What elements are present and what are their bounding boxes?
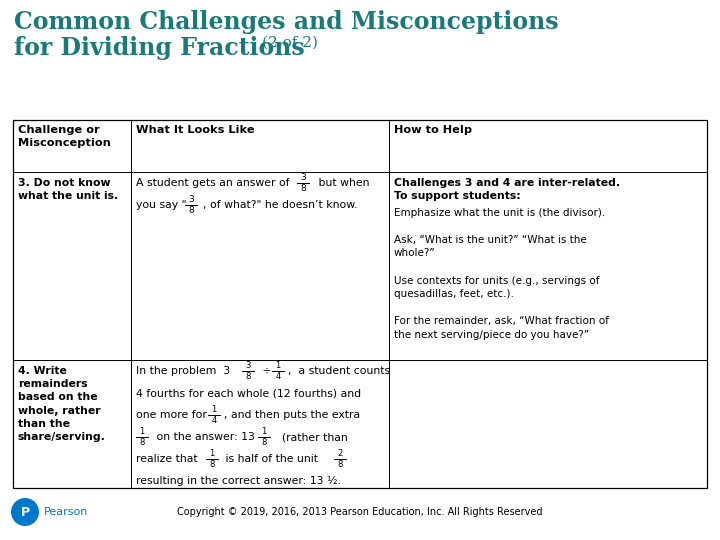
- Text: 4: 4: [275, 372, 281, 381]
- Text: ,  a student counts: , a student counts: [288, 366, 390, 376]
- Text: 8: 8: [337, 460, 343, 469]
- Text: (2 of 2): (2 of 2): [262, 36, 318, 50]
- Text: quesadillas, feet, etc.).: quesadillas, feet, etc.).: [394, 289, 514, 299]
- Text: 8: 8: [188, 206, 194, 215]
- Text: is half of the unit: is half of the unit: [222, 454, 318, 464]
- Text: What It Looks Like: What It Looks Like: [136, 125, 255, 135]
- Text: 2: 2: [338, 449, 343, 458]
- Text: resulting in the correct answer: 13 ½.: resulting in the correct answer: 13 ½.: [136, 476, 341, 486]
- Text: 3: 3: [300, 173, 306, 182]
- Text: 8: 8: [210, 460, 215, 469]
- Text: 1: 1: [275, 361, 281, 370]
- Text: ÷: ÷: [259, 366, 271, 376]
- Text: How to Help: How to Help: [394, 125, 472, 135]
- Text: one more for: one more for: [136, 410, 207, 420]
- Text: 8: 8: [300, 184, 306, 193]
- Text: 8: 8: [139, 438, 145, 447]
- Text: the next serving/piece do you have?”: the next serving/piece do you have?”: [394, 329, 589, 340]
- Text: , and then puts the extra: , and then puts the extra: [224, 410, 360, 420]
- Text: , of what?" he doesn’t know.: , of what?" he doesn’t know.: [203, 200, 358, 210]
- Text: you say ": you say ": [136, 200, 186, 210]
- Circle shape: [11, 498, 39, 526]
- Text: for Dividing Fractions: for Dividing Fractions: [14, 36, 305, 60]
- Text: In the problem  3: In the problem 3: [136, 366, 230, 376]
- Text: 1: 1: [212, 405, 217, 414]
- Text: but when: but when: [315, 178, 369, 188]
- Text: 1: 1: [140, 427, 145, 436]
- Text: 3: 3: [246, 361, 251, 370]
- Text: 1: 1: [261, 427, 266, 436]
- Text: 3: 3: [188, 195, 194, 204]
- Text: whole?”: whole?”: [394, 248, 436, 259]
- Text: Ask, “What is the unit?” “What is the: Ask, “What is the unit?” “What is the: [394, 235, 587, 245]
- Text: 1: 1: [210, 449, 215, 458]
- Text: (rather than: (rather than: [275, 432, 348, 442]
- Text: realize that: realize that: [136, 454, 197, 464]
- Text: Copyright © 2019, 2016, 2013 Pearson Education, Inc. All Rights Reserved: Copyright © 2019, 2016, 2013 Pearson Edu…: [177, 507, 543, 517]
- Text: Common Challenges and Misconceptions: Common Challenges and Misconceptions: [14, 10, 559, 34]
- Text: P: P: [20, 505, 30, 518]
- Text: 8: 8: [261, 438, 266, 447]
- Text: 4: 4: [212, 416, 217, 425]
- Text: 4. Write
remainders
based on the
whole, rather
than the
share/serving.: 4. Write remainders based on the whole, …: [18, 366, 106, 442]
- Text: Challenges 3 and 4 are inter-related.
To support students:: Challenges 3 and 4 are inter-related. To…: [394, 178, 620, 201]
- Text: Challenge or
Misconception: Challenge or Misconception: [18, 125, 111, 148]
- Text: 4 fourths for each whole (12 fourths) and: 4 fourths for each whole (12 fourths) an…: [136, 388, 361, 398]
- Text: 3. Do not know
what the unit is.: 3. Do not know what the unit is.: [18, 178, 118, 201]
- Text: 8: 8: [246, 372, 251, 381]
- Text: Pearson: Pearson: [44, 507, 89, 517]
- Text: on the answer: 13: on the answer: 13: [153, 432, 255, 442]
- Text: A student gets an answer of: A student gets an answer of: [136, 178, 289, 188]
- Text: Use contexts for units (e.g., servings of: Use contexts for units (e.g., servings o…: [394, 275, 600, 286]
- Bar: [13, 120, 707, 488]
- Text: Emphasize what the unit is (the divisor).: Emphasize what the unit is (the divisor)…: [394, 208, 606, 218]
- Text: For the remainder, ask, “What fraction of: For the remainder, ask, “What fraction o…: [394, 316, 609, 326]
